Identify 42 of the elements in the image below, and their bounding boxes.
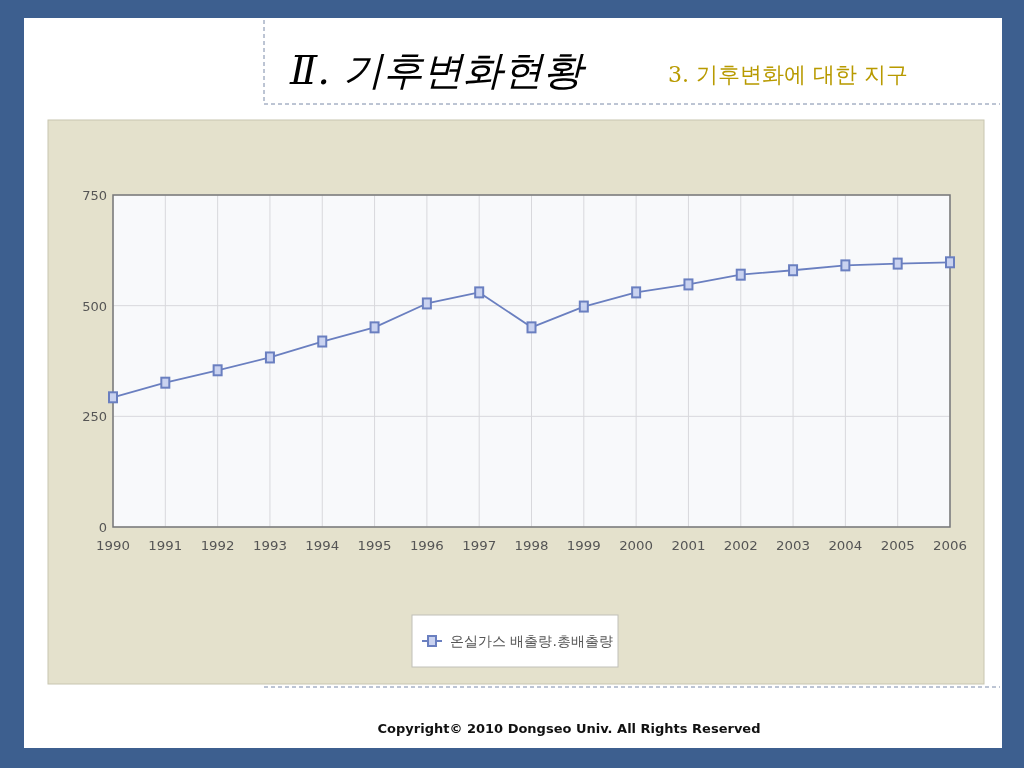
- point: [788, 264, 799, 277]
- point: [892, 257, 903, 270]
- x-tick-label: 1992: [200, 538, 235, 553]
- x-tick-label: 1991: [148, 538, 183, 553]
- chart-title: Ⅱ. 기후변화현황: [289, 47, 587, 93]
- x-tick-label: 1993: [252, 538, 287, 553]
- y-tick-label: 250: [82, 409, 107, 425]
- x-tick-label: 2000: [619, 538, 654, 553]
- x-tick-label: 2002: [723, 538, 758, 553]
- x-tick-label: 1998: [514, 538, 549, 553]
- point: [526, 321, 537, 334]
- x-tick-label: 1990: [96, 538, 130, 553]
- x-tick-label: 1999: [566, 538, 601, 553]
- legend-label: 온실가스 배출량.총배출량: [450, 633, 613, 649]
- x-tick-label: 1995: [357, 538, 392, 553]
- point: [735, 268, 746, 281]
- x-tick-label: 2005: [880, 538, 915, 553]
- y-tick-label: 500: [82, 298, 107, 314]
- point: [369, 321, 380, 334]
- point: [317, 335, 328, 348]
- point: [160, 376, 171, 389]
- text: Copyright© 2010 Dongseo Univ. All Rights Reserved: [377, 721, 761, 736]
- x-tick-label: 1994: [305, 538, 340, 553]
- x-tick-label: 2006: [933, 538, 967, 553]
- chart-subtitle: 3. 기후변화에 대한 지구: [668, 62, 908, 87]
- point: [421, 297, 432, 310]
- point: [474, 286, 485, 299]
- y-tick-label: 750: [82, 188, 107, 203]
- x-tick-label: 2004: [828, 538, 863, 553]
- y-tick-label: 0: [98, 520, 107, 535]
- x-tick-label: 2003: [776, 538, 811, 553]
- point: [945, 256, 955, 269]
- x-tick-label: 2001: [671, 538, 706, 553]
- point: [212, 364, 223, 377]
- point: [840, 259, 851, 272]
- point: [108, 391, 118, 404]
- point: [631, 286, 642, 299]
- x-tick-label: 1997: [462, 538, 497, 553]
- point: [578, 300, 589, 313]
- point: [264, 351, 275, 364]
- x-tick-label: 1996: [409, 538, 444, 553]
- point: [683, 278, 694, 291]
